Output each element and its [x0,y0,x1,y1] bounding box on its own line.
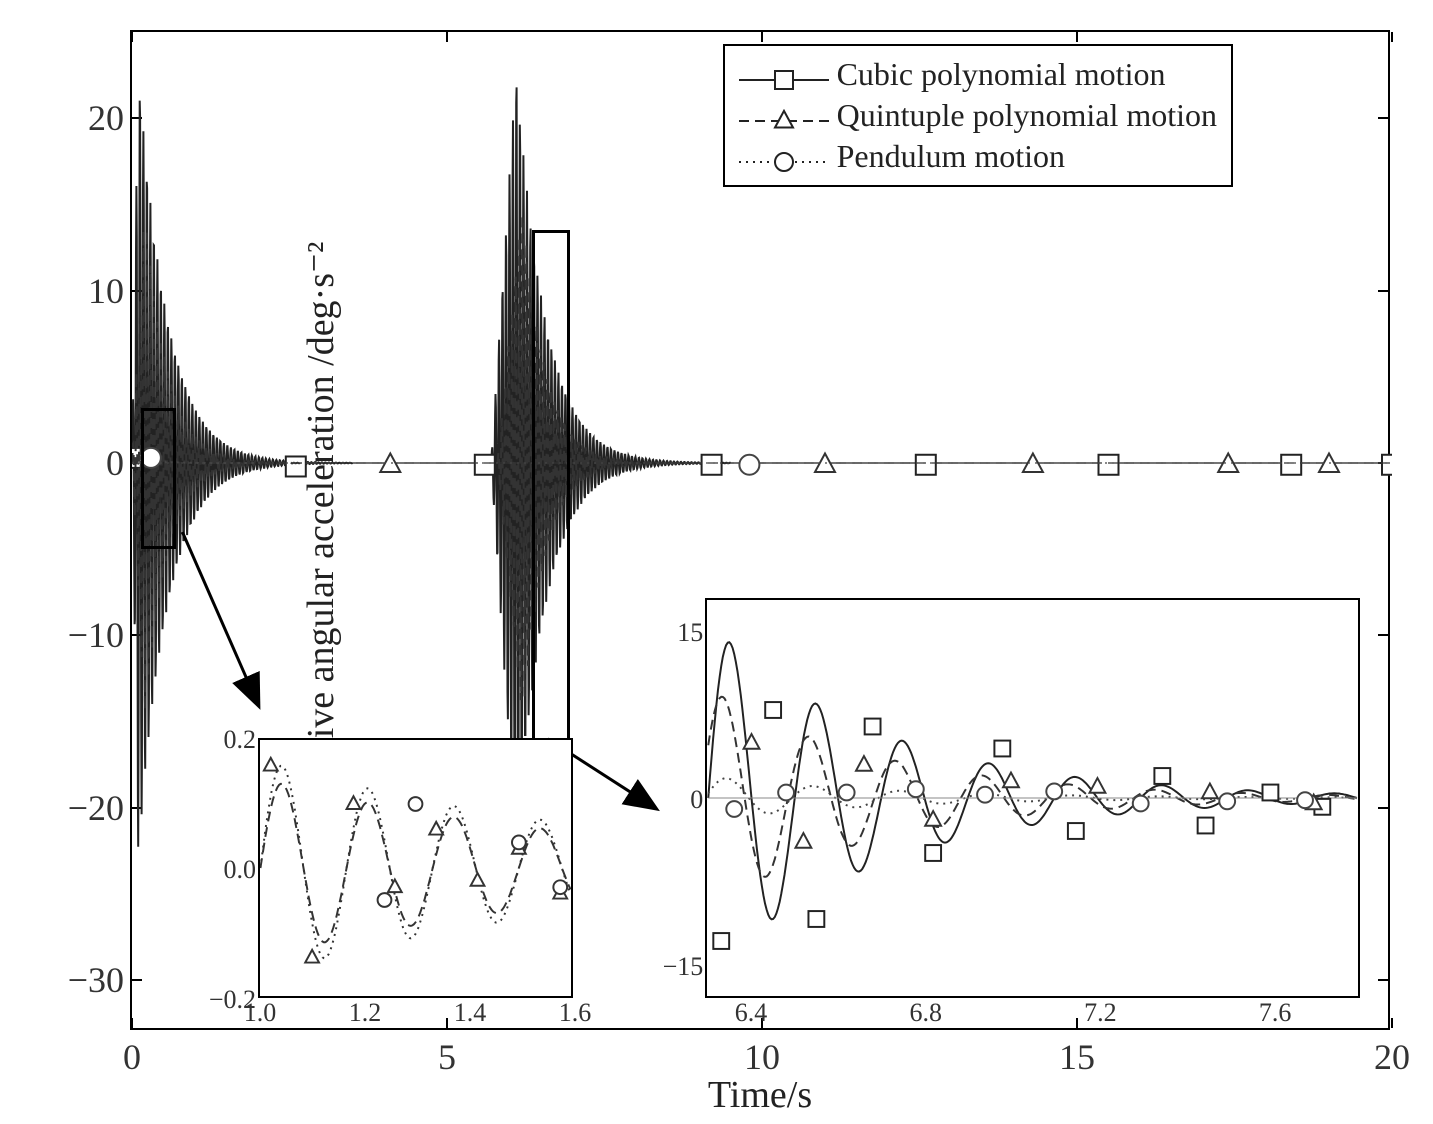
inset-x-tick: 6.8 [909,998,942,1028]
y-tick-label: 20 [88,97,124,139]
inset-y-tick: 0.0 [224,855,257,885]
inset-x-tick: 6.4 [735,998,768,1028]
x-tick-label: 15 [1059,1036,1095,1078]
inset-x-tick: 1.0 [244,998,277,1028]
legend-label: Cubic polynomial motion [837,56,1166,93]
inset-x-tick: 1.2 [349,998,382,1028]
inset-x-tick: 7.2 [1084,998,1117,1028]
zoom-rectangle [532,230,570,747]
y-tick-label: 10 [88,270,124,312]
legend-item: Quintuple polynomial motion [739,95,1217,136]
inset-1-svg [260,740,571,996]
x-tick-label: 5 [438,1036,456,1078]
main-chart: −30−20−1001020 05101520 Cubic polynomial… [130,30,1390,1030]
inset-x-tick: 7.6 [1259,998,1292,1028]
x-tick-label: 20 [1374,1036,1410,1078]
legend-label: Quintuple polynomial motion [837,97,1217,134]
inset-y-tick: 15 [677,618,703,648]
legend-item: Cubic polynomial motion [739,54,1217,95]
plot-area: −30−20−1001020 05101520 Cubic polynomial… [130,30,1390,1030]
legend-item: Pendulum motion [739,136,1217,177]
inset-y-tick: 0.2 [224,725,257,755]
inset-1: −0.20.00.21.01.21.41.6 [258,738,573,998]
y-tick-label: −10 [68,614,124,656]
inset-2: −150156.46.87.27.6 [705,598,1360,998]
legend-label: Pendulum motion [837,138,1065,175]
y-tick-label: 0 [106,442,124,484]
y-tick-label: −20 [68,787,124,829]
y-tick-label: −30 [68,959,124,1001]
inset-y-tick: 0 [690,785,703,815]
x-axis-label: Time/s [708,1073,812,1117]
x-tick-label: 0 [123,1036,141,1078]
legend: Cubic polynomial motion Quintuple polynom… [723,44,1233,187]
inset-x-tick: 1.6 [559,998,592,1028]
inset-x-tick: 1.4 [454,998,487,1028]
inset-2-svg [707,600,1358,996]
zoom-rectangle [141,408,176,549]
x-tick-label: 10 [744,1036,780,1078]
inset-y-tick: −15 [663,952,704,982]
